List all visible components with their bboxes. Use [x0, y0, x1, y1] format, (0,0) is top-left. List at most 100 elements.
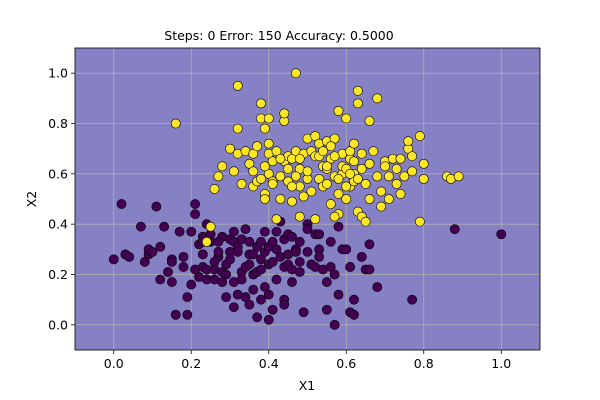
- class-0-point: [329, 269, 340, 280]
- class-0-point: [267, 304, 278, 315]
- class-0-point: [248, 284, 259, 295]
- class-0-point: [186, 226, 197, 237]
- class-0-point: [333, 289, 344, 300]
- class-0-point: [225, 254, 235, 265]
- class-0-point: [314, 251, 325, 262]
- x-tick-label: 0.8: [414, 356, 434, 371]
- class-1-point: [263, 113, 274, 124]
- class-0-point: [221, 292, 232, 303]
- class-1-point: [170, 118, 181, 129]
- class-1-point: [383, 171, 394, 182]
- x-axis-ticks: 0.0 0.2 0.4 0.6 0.8 1.0: [104, 350, 511, 371]
- class-0-point: [197, 249, 208, 260]
- y-tick-label: 0.0: [48, 317, 68, 332]
- class-1-point: [333, 189, 344, 199]
- class-1-point: [364, 194, 375, 204]
- class-1-point: [395, 189, 406, 199]
- class-1-point: [376, 186, 387, 197]
- class-0-point: [244, 259, 255, 270]
- class-1-point: [356, 163, 367, 174]
- class-1-point: [201, 236, 212, 247]
- class-0-point: [372, 282, 383, 292]
- class-1-point: [341, 194, 352, 204]
- class-1-point: [418, 158, 429, 169]
- class-0-point: [449, 224, 460, 235]
- class-0-point: [294, 236, 305, 247]
- class-1-point: [453, 171, 464, 182]
- class-1-point: [399, 171, 410, 182]
- class-0-point: [166, 257, 177, 267]
- plot-frame: [74, 47, 541, 351]
- class-0-point: [228, 226, 239, 237]
- class-0-point: [244, 236, 255, 247]
- class-0-point: [228, 302, 239, 313]
- class-1-point: [341, 181, 352, 192]
- class-1-point: [267, 178, 278, 189]
- class-1-point: [325, 199, 336, 209]
- class-1-point: [217, 161, 228, 172]
- class-1-point: [209, 184, 220, 194]
- class-0-point: [221, 269, 232, 280]
- class-1-point: [259, 123, 270, 134]
- class-1-point: [228, 166, 239, 177]
- class-1-point: [333, 173, 344, 184]
- class-0-point: [349, 309, 359, 320]
- class-0-point: [124, 251, 135, 262]
- class-0-point: [182, 309, 193, 320]
- class-1-point: [380, 161, 390, 172]
- class-0-point: [147, 246, 158, 257]
- class-1-point: [275, 171, 286, 182]
- class-0-point: [496, 229, 507, 240]
- class-1-point: [407, 166, 418, 177]
- class-1-point: [345, 168, 356, 179]
- class-1-point: [263, 138, 274, 149]
- class-1-point: [391, 163, 402, 174]
- class-0-point: [213, 246, 224, 257]
- y-tick-label: 0.4: [48, 217, 68, 232]
- class-0-point: [190, 199, 201, 209]
- class-0-point: [298, 307, 309, 318]
- class-0-point: [271, 274, 282, 285]
- y-axis-label: X2: [24, 191, 39, 208]
- class-1-point: [310, 214, 321, 225]
- class-1-point: [279, 108, 290, 119]
- class-0-point: [178, 251, 189, 262]
- class-0-point: [236, 274, 247, 285]
- class-0-point: [240, 224, 251, 235]
- class-1-point: [418, 173, 429, 184]
- class-0-point: [108, 254, 119, 265]
- class-0-point: [364, 264, 375, 275]
- class-0-point: [302, 224, 313, 235]
- chart-title: Steps: 0 Error: 150 Accuracy: 0.5000: [164, 28, 393, 43]
- class-1-point: [290, 171, 301, 182]
- class-0-point: [163, 267, 173, 277]
- class-1-point: [395, 153, 406, 164]
- class-1-point: [329, 211, 340, 222]
- class-1-point: [271, 214, 282, 225]
- class-0-point: [356, 251, 367, 262]
- class-1-point: [360, 178, 371, 189]
- class-1-point: [290, 68, 301, 79]
- class-0-point: [364, 239, 375, 250]
- class-0-point: [182, 292, 193, 303]
- class-1-point: [364, 158, 375, 169]
- class-1-point: [372, 171, 383, 182]
- class-1-point: [259, 194, 270, 204]
- class-1-point: [252, 141, 263, 152]
- class-1-point: [294, 211, 305, 222]
- class-1-point: [287, 196, 297, 207]
- x-tick-label: 1.0: [491, 356, 511, 371]
- class-1-point: [283, 163, 294, 174]
- x-tick-label: 0.0: [104, 356, 124, 371]
- class-0-point: [407, 294, 418, 305]
- class-1-point: [360, 216, 371, 227]
- class-1-point: [349, 156, 359, 167]
- class-0-point: [259, 226, 270, 237]
- class-1-point: [225, 143, 235, 154]
- class-0-point: [329, 319, 340, 330]
- class-1-point: [248, 166, 259, 177]
- class-1-point: [414, 131, 425, 141]
- class-1-point: [213, 171, 224, 182]
- class-1-point: [325, 141, 336, 152]
- class-1-point: [407, 151, 418, 162]
